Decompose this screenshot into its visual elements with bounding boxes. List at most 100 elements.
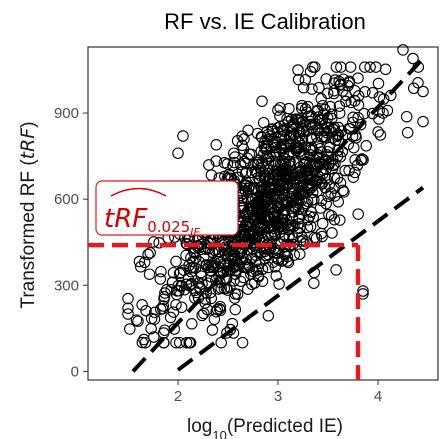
data-point: [195, 270, 208, 282]
data-point: [329, 74, 341, 86]
data-point: [308, 231, 321, 244]
data-point: [286, 126, 298, 138]
data-point: [215, 336, 227, 349]
data-point: [148, 331, 160, 343]
data-point: [210, 274, 222, 286]
data-point: [122, 302, 134, 314]
data-point: [236, 336, 249, 349]
data-point: [229, 303, 242, 316]
data-point: [228, 292, 241, 304]
x-tick-label: 4: [374, 388, 382, 405]
data-point: [224, 281, 236, 293]
data-point: [180, 278, 193, 291]
threshold-label-sub: 0.025: [147, 218, 190, 236]
data-point: [149, 306, 161, 319]
x-tick-label: 2: [174, 388, 182, 405]
data-point: [251, 158, 263, 171]
data-point: [215, 282, 227, 295]
threshold-label-main: tRF: [104, 204, 148, 234]
data-point: [257, 116, 270, 129]
data-point: [299, 156, 311, 169]
data-point: [294, 235, 307, 247]
data-point: [324, 100, 337, 113]
data-point: [347, 111, 359, 124]
data-point: [282, 256, 295, 269]
data-point: [307, 211, 319, 224]
data-point: [266, 123, 278, 136]
data-point: [274, 101, 286, 114]
data-point: [147, 236, 160, 248]
data-point: [397, 44, 409, 56]
lines-layer: [88, 57, 425, 380]
data-point: [157, 327, 170, 339]
data-point: [187, 255, 199, 267]
data-point: [243, 201, 256, 213]
data-point: [320, 197, 332, 210]
data-point: [172, 279, 185, 292]
data-point: [133, 255, 146, 268]
data-point: [319, 181, 331, 194]
x-axis-label: log10(Predicted IE): [187, 416, 343, 439]
data-point: [262, 248, 274, 261]
data-point: [210, 155, 222, 167]
data-point: [278, 162, 291, 175]
data-point: [256, 95, 268, 107]
data-point: [294, 116, 306, 129]
data-point: [296, 194, 308, 206]
data-point: [132, 315, 144, 327]
data-point: [372, 126, 384, 138]
data-point: [304, 65, 317, 78]
data-point: [250, 182, 263, 195]
data-point: [278, 182, 290, 194]
data-point: [385, 89, 397, 102]
data-point: [255, 145, 268, 157]
data-point: [273, 278, 285, 290]
data-point: [290, 202, 302, 214]
data-point: [308, 277, 320, 289]
data-point: [349, 166, 361, 179]
data-point: [417, 85, 429, 98]
axis-ticks: 2 3 4 0 300 600 900: [54, 105, 382, 405]
data-point: [136, 299, 148, 311]
data-point: [335, 61, 347, 73]
data-point: [293, 210, 305, 223]
data-point: [299, 74, 312, 86]
data-point: [329, 158, 341, 170]
data-point: [256, 263, 269, 276]
data-point: [315, 93, 327, 105]
data-point: [143, 268, 156, 280]
data-point: [337, 184, 349, 197]
data-point: [172, 147, 184, 159]
y-label-suffix: ): [18, 121, 39, 127]
data-point: [335, 125, 348, 137]
data-point: [292, 64, 304, 76]
threshold-label: tRF0.025IE: [104, 204, 200, 239]
data-point: [236, 130, 248, 142]
data-point: [306, 83, 318, 95]
data-point: [320, 73, 332, 85]
data-point: [257, 160, 269, 173]
data-point: [122, 308, 134, 320]
data-point: [183, 259, 195, 272]
data-point: [240, 180, 252, 192]
data-point: [349, 154, 361, 166]
data-point: [165, 283, 177, 296]
data-point: [309, 118, 322, 130]
data-point: [334, 151, 347, 163]
data-point: [311, 185, 323, 198]
data-point: [296, 123, 309, 135]
data-point: [349, 95, 361, 107]
data-point: [139, 336, 152, 349]
data-point: [175, 301, 188, 314]
data-point: [208, 313, 221, 326]
data-point: [262, 261, 274, 274]
data-point: [293, 217, 305, 230]
data-point: [301, 106, 313, 118]
data-point: [272, 221, 284, 233]
y-axis-label: Transformed RF (tRF): [17, 121, 39, 308]
data-point: [174, 266, 187, 279]
data-point: [214, 304, 227, 317]
y-tick-label: 300: [54, 277, 79, 294]
y-tick-label: 600: [54, 191, 79, 208]
